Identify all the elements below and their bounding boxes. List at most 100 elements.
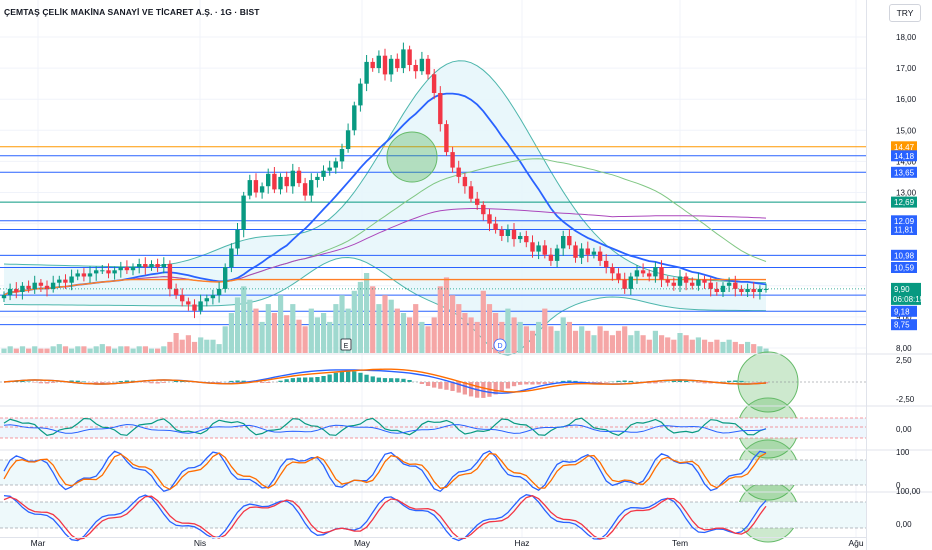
candle-body xyxy=(407,49,412,65)
candle-body xyxy=(358,83,363,106)
candle-body xyxy=(468,186,474,199)
macd-hist-bar xyxy=(26,381,31,382)
candle-body xyxy=(505,229,511,236)
volume-bar xyxy=(505,308,511,353)
macd-hist-bar xyxy=(511,382,517,387)
candle-body xyxy=(690,282,695,286)
macd-hist-bar xyxy=(671,380,676,382)
macd-hist-bar xyxy=(708,382,713,384)
candle-body xyxy=(518,236,523,240)
candle-body xyxy=(481,204,486,215)
volume-bar xyxy=(364,273,370,353)
macd-hist-bar xyxy=(432,382,437,388)
macd-hist-bar xyxy=(739,380,744,382)
stoch-d-line xyxy=(3,452,767,491)
candle-body xyxy=(352,105,357,131)
candle-body xyxy=(370,61,375,69)
volume-bar xyxy=(69,348,75,353)
volume-bar xyxy=(443,277,450,353)
candle-body xyxy=(192,304,197,311)
candle-body xyxy=(419,58,425,72)
level-tag-label: 10,59 xyxy=(894,264,915,273)
candle-body xyxy=(149,264,154,268)
volume-bar xyxy=(763,348,769,353)
candle-body xyxy=(739,288,744,292)
candle-body xyxy=(266,173,271,187)
volume-bar xyxy=(118,346,124,353)
candle-body xyxy=(198,301,203,311)
price-tick: 18,00 xyxy=(896,33,917,42)
volume-bar xyxy=(204,339,210,353)
volume-bar xyxy=(523,326,529,353)
macd-hist-bar xyxy=(567,380,572,382)
macd-hist-bar xyxy=(75,380,80,382)
volume-bar xyxy=(646,339,652,353)
time-label: Mar xyxy=(31,538,46,548)
macd-hist-bar xyxy=(561,380,566,382)
volume-bar xyxy=(450,295,456,353)
candle-body xyxy=(622,279,627,289)
volume-bar xyxy=(572,330,579,353)
candle-body xyxy=(229,248,234,268)
volume-bar xyxy=(56,344,62,353)
candle-body xyxy=(438,93,443,125)
macd-hist-bar xyxy=(290,378,295,382)
volume-bar xyxy=(474,321,480,353)
candle-body xyxy=(137,264,142,268)
candle-body xyxy=(462,176,468,187)
volume-bar xyxy=(652,330,658,353)
volume-bar xyxy=(357,281,363,353)
macd-hist-bar xyxy=(278,380,283,382)
candle-body xyxy=(315,176,320,180)
volume-bar xyxy=(622,326,628,353)
macd-hist-bar xyxy=(124,380,130,382)
event-marker-E[interactable]: E xyxy=(340,338,352,351)
currency-button[interactable]: TRY xyxy=(889,4,921,22)
volume-bar xyxy=(259,321,265,353)
event-marker-D[interactable]: D xyxy=(493,338,507,352)
volume-bar xyxy=(314,317,320,353)
volume-bar xyxy=(345,308,351,353)
candle-body xyxy=(296,170,302,184)
time-label: Tem xyxy=(672,538,688,548)
volume-bar xyxy=(388,299,394,353)
candle-body xyxy=(87,273,93,277)
ma-20-line xyxy=(3,92,767,296)
candle-body xyxy=(548,254,554,261)
last-price-label: 9,90 xyxy=(894,285,910,294)
macd-hist-bar xyxy=(155,382,160,384)
last-price-countdown: 06:08:15 xyxy=(893,295,925,304)
volume-bar xyxy=(370,286,376,353)
candle-body xyxy=(204,298,209,302)
volume-bar xyxy=(695,337,701,353)
volume-bar xyxy=(677,333,683,353)
volume-bar xyxy=(308,308,314,353)
candle-body xyxy=(665,279,670,283)
candle-body xyxy=(223,267,228,289)
macd-hist-bar xyxy=(505,382,511,389)
candle-body xyxy=(235,229,240,249)
macd-hist-bar xyxy=(653,382,658,384)
volume-bar xyxy=(665,337,671,353)
volume-bar xyxy=(278,295,284,353)
volume-bar xyxy=(585,330,591,353)
volume-bar xyxy=(517,321,523,353)
macd-hist-bar xyxy=(407,380,412,382)
volume-bar xyxy=(726,339,732,353)
candle-body xyxy=(431,74,437,93)
macd-hist-bar xyxy=(401,378,406,382)
macd-hist-bar xyxy=(100,382,105,384)
stochrsi-d-line xyxy=(3,495,767,540)
candle-body xyxy=(69,276,74,283)
level-tag xyxy=(891,166,917,178)
macd-hist-bar xyxy=(696,382,701,383)
level-tag xyxy=(891,249,917,261)
panel-tick-oscillator-1: 0,00 xyxy=(896,425,912,434)
candle-body xyxy=(579,248,584,258)
volume-bar xyxy=(456,304,462,353)
level-tag-label: 14,47 xyxy=(894,143,915,152)
volume-bar xyxy=(93,346,99,353)
